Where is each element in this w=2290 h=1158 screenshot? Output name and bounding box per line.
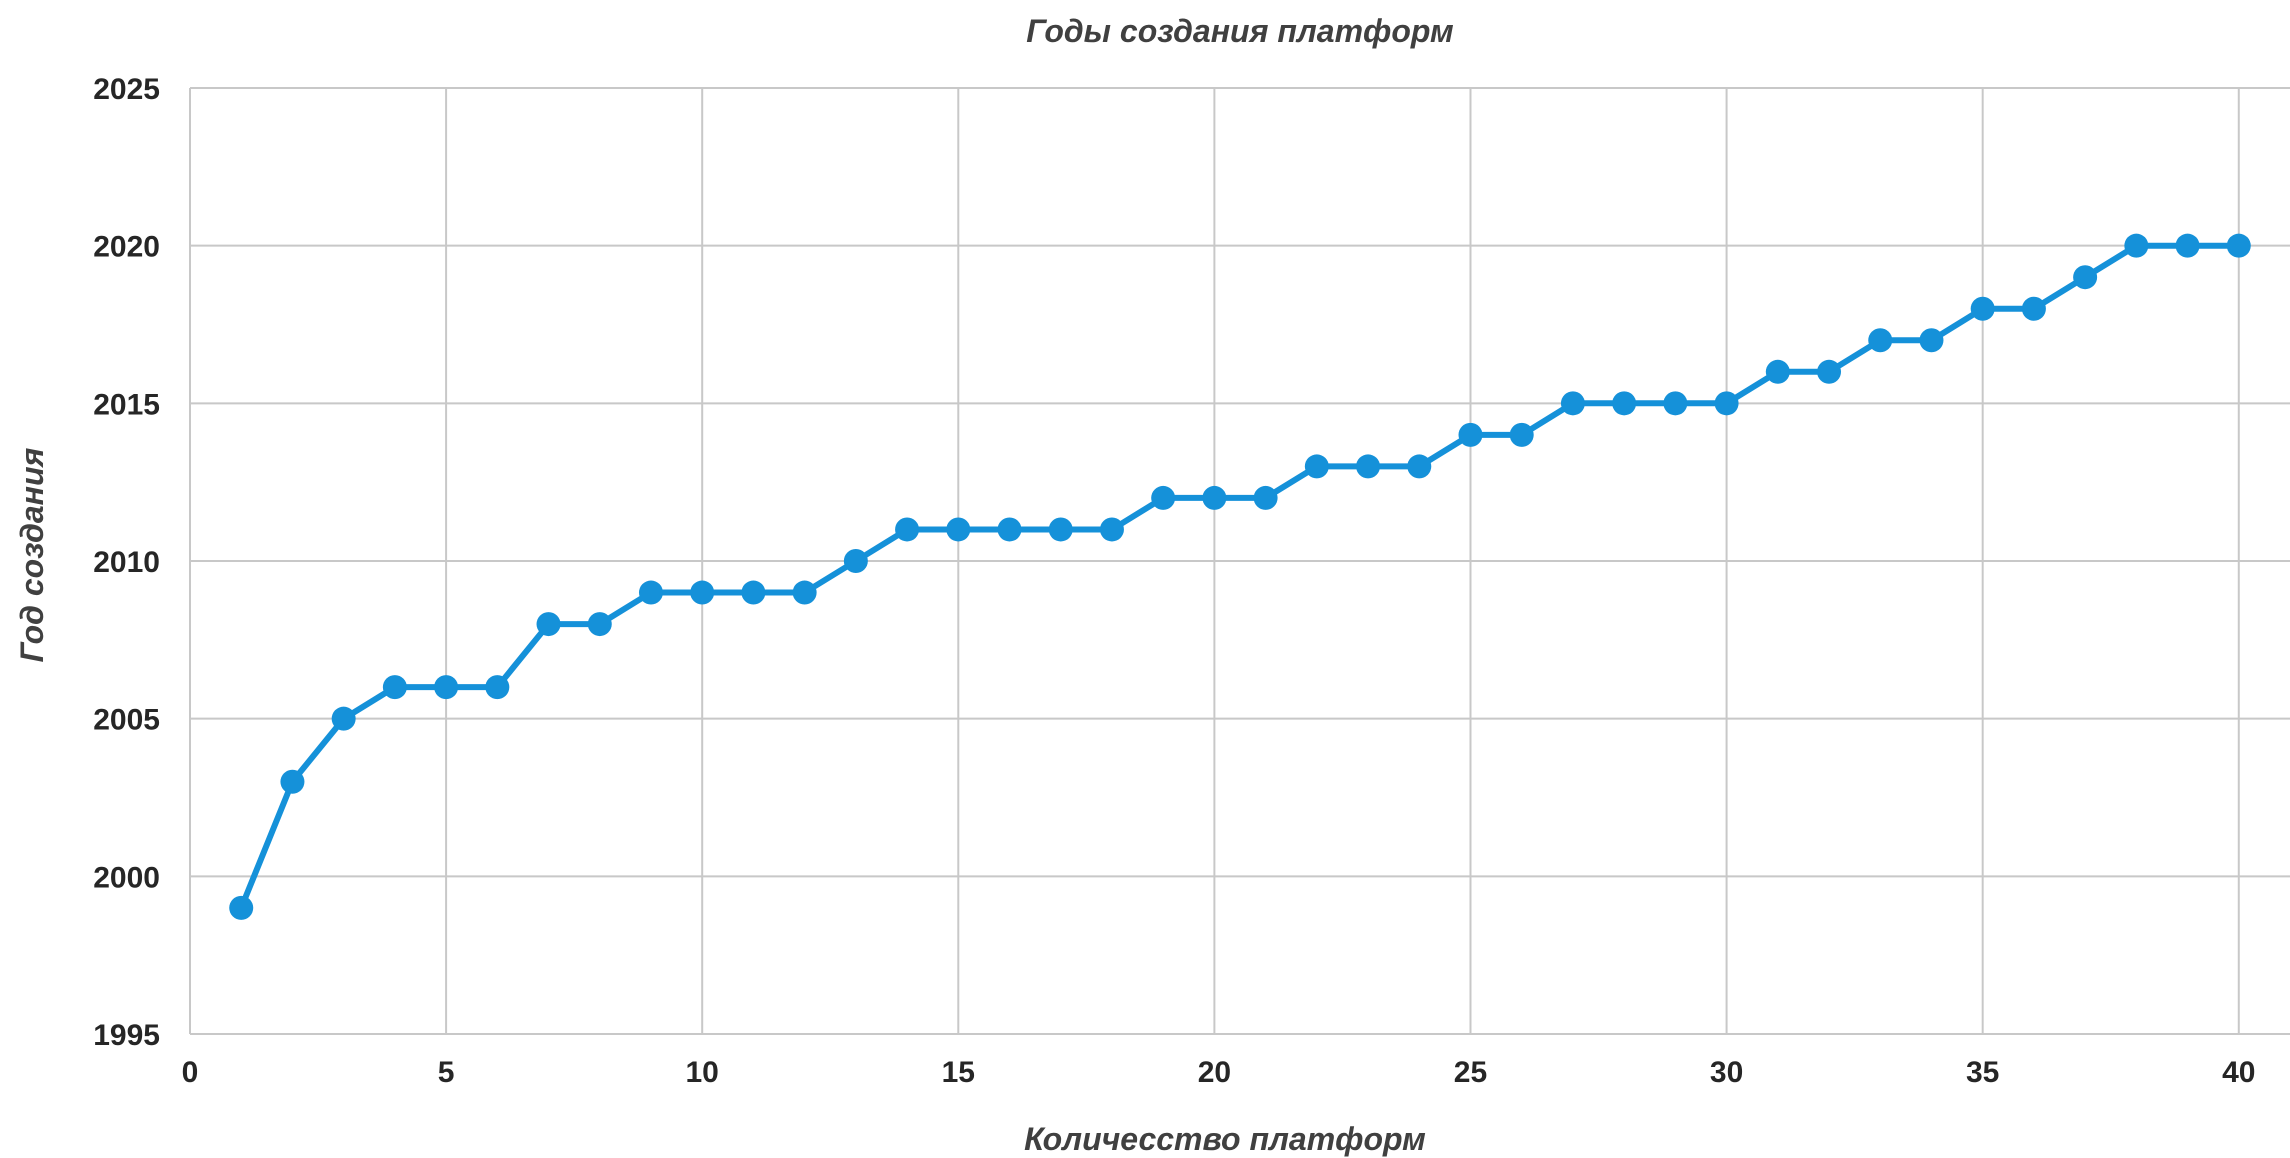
y-axis-label: Год создания bbox=[14, 447, 50, 662]
data-point-5 bbox=[434, 675, 459, 700]
data-point-12 bbox=[792, 580, 817, 605]
data-point-6 bbox=[485, 675, 510, 700]
data-point-30 bbox=[1714, 391, 1739, 416]
data-point-17 bbox=[1048, 517, 1073, 542]
data-point-4 bbox=[382, 675, 407, 700]
grid-lines bbox=[189, 87, 2290, 1035]
data-point-10 bbox=[690, 580, 715, 605]
data-point-36 bbox=[2021, 296, 2046, 321]
data-point-27 bbox=[1560, 391, 1585, 416]
data-point-1 bbox=[229, 895, 254, 920]
data-point-25 bbox=[1458, 422, 1483, 447]
x-tick-label-0: 0 bbox=[182, 1056, 199, 1089]
x-tick-label-25: 25 bbox=[1454, 1056, 1487, 1089]
data-point-35 bbox=[1970, 296, 1995, 321]
data-point-24 bbox=[1407, 454, 1432, 479]
data-point-40 bbox=[2226, 233, 2251, 258]
data-point-21 bbox=[1253, 485, 1278, 510]
data-point-13 bbox=[843, 549, 868, 573]
data-point-8 bbox=[587, 612, 612, 637]
x-tick-label-15: 15 bbox=[942, 1056, 975, 1089]
x-axis-label: Количесство платформ bbox=[1024, 1121, 1426, 1157]
x-tick-label-30: 30 bbox=[1710, 1056, 1743, 1089]
data-point-26 bbox=[1509, 422, 1534, 447]
data-point-14 bbox=[895, 517, 920, 542]
data-point-33 bbox=[1868, 328, 1893, 353]
data-point-2 bbox=[280, 769, 305, 794]
x-axis-tick-labels: 0 5 10 15 20 25 30 35 40 bbox=[182, 1056, 2256, 1089]
data-point-15 bbox=[946, 517, 971, 542]
data-point-28 bbox=[1612, 391, 1637, 416]
y-tick-label-1995: 1995 bbox=[93, 1019, 160, 1052]
data-point-34 bbox=[1919, 328, 1944, 353]
x-tick-label-10: 10 bbox=[686, 1056, 719, 1089]
data-point-32 bbox=[1817, 359, 1842, 384]
data-point-7 bbox=[536, 612, 561, 637]
y-tick-label-2025: 2025 bbox=[93, 73, 160, 106]
data-point-22 bbox=[1304, 454, 1329, 479]
data-point-3 bbox=[331, 706, 356, 731]
data-point-11 bbox=[741, 580, 766, 605]
y-axis-tick-labels: 1995 2000 2005 2010 2015 2020 2025 bbox=[93, 73, 160, 1052]
data-point-37 bbox=[2073, 265, 2098, 290]
series-line-0 bbox=[238, 242, 2239, 910]
data-point-16 bbox=[997, 517, 1022, 542]
y-tick-label-2005: 2005 bbox=[93, 704, 160, 737]
y-tick-label-2020: 2020 bbox=[93, 231, 160, 264]
data-point-29 bbox=[1663, 391, 1688, 416]
y-tick-label-2015: 2015 bbox=[93, 388, 160, 421]
series-layer bbox=[229, 233, 2251, 920]
data-point-20 bbox=[1202, 485, 1227, 510]
data-point-23 bbox=[1356, 454, 1381, 479]
x-tick-label-40: 40 bbox=[2222, 1056, 2255, 1089]
y-tick-label-2000: 2000 bbox=[93, 861, 160, 894]
x-tick-label-20: 20 bbox=[1198, 1056, 1231, 1089]
x-tick-label-5: 5 bbox=[438, 1056, 455, 1089]
data-point-39 bbox=[2175, 233, 2200, 258]
data-point-18 bbox=[1099, 517, 1124, 542]
data-point-38 bbox=[2124, 233, 2149, 258]
data-point-9 bbox=[638, 580, 663, 605]
data-point-31 bbox=[1765, 359, 1790, 384]
x-tick-label-35: 35 bbox=[1966, 1056, 1999, 1089]
y-tick-label-2010: 2010 bbox=[93, 546, 160, 579]
chart-title: Годы создания платформ bbox=[1026, 13, 1454, 49]
data-point-19 bbox=[1151, 485, 1176, 510]
